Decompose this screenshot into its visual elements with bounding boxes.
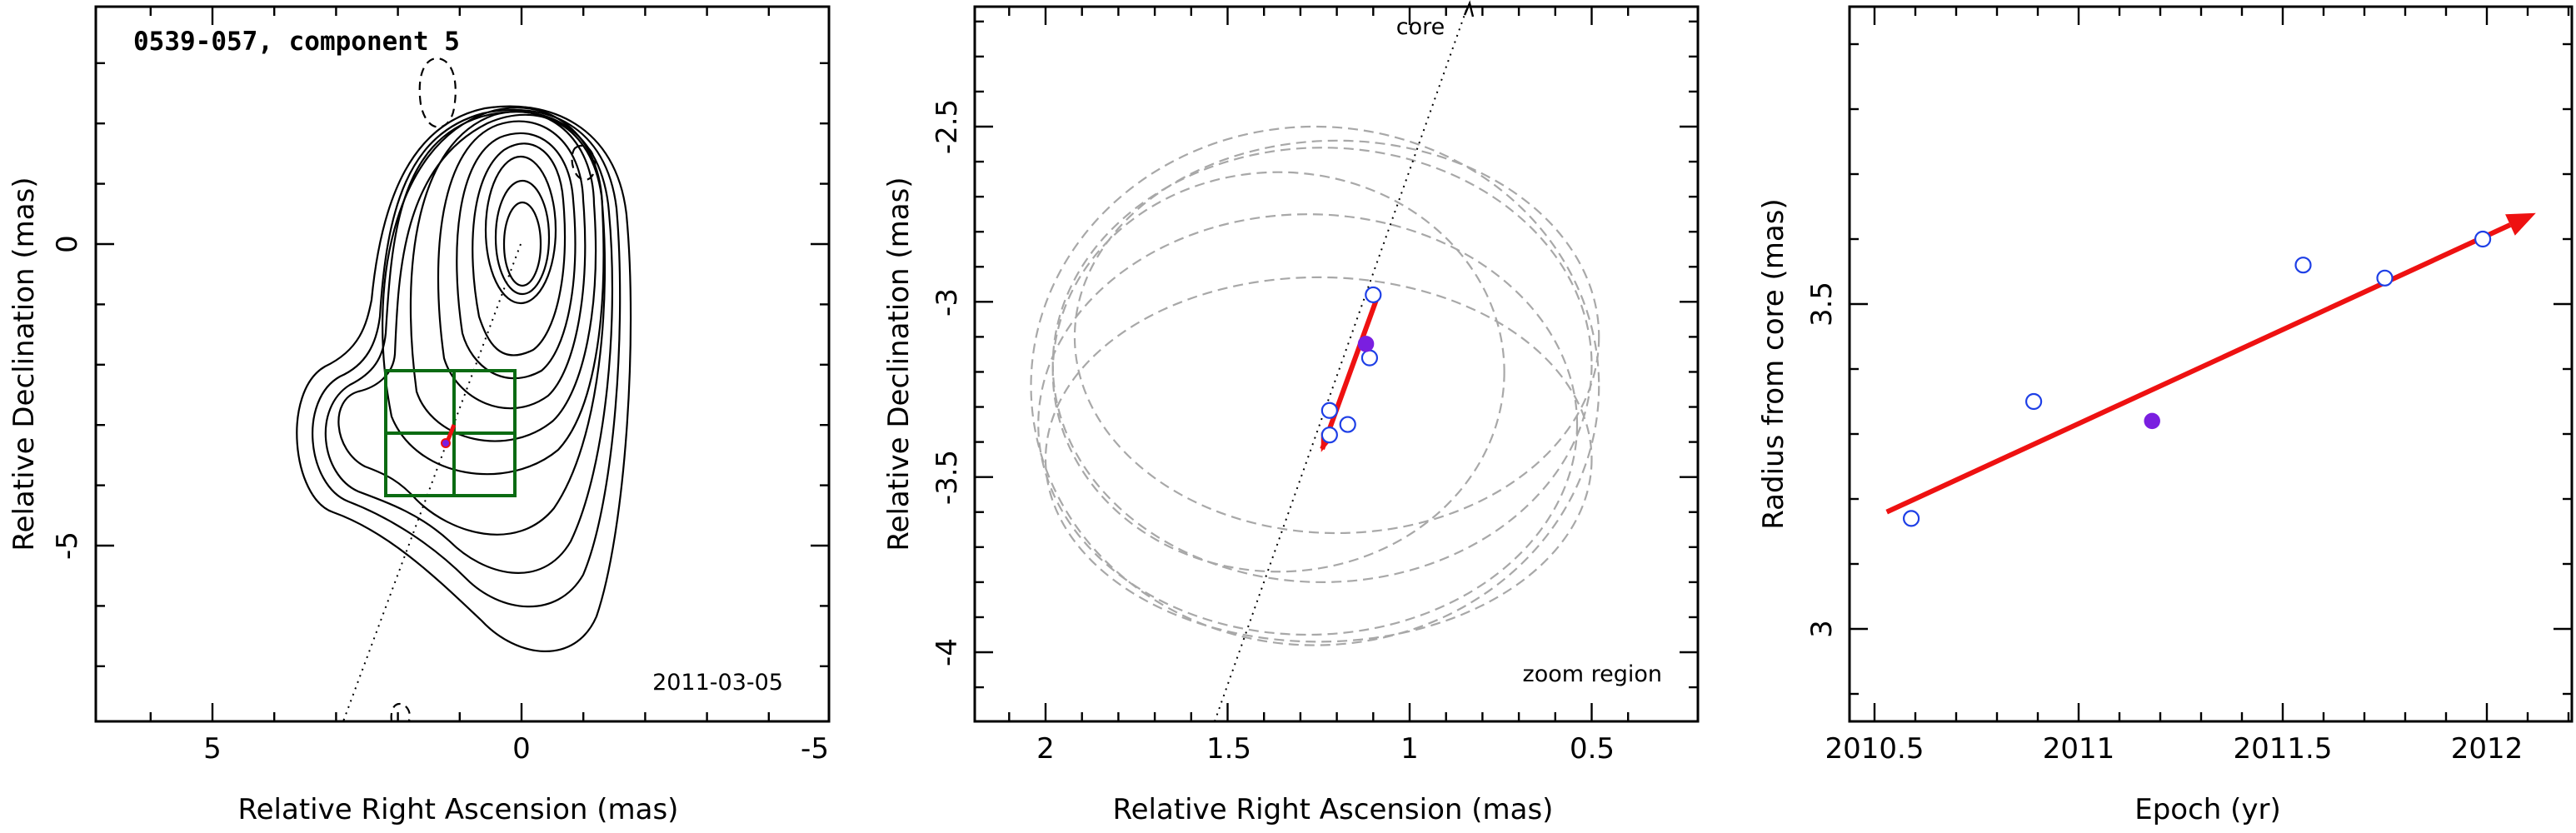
right-xtick-label: 2011.5 bbox=[2234, 732, 2333, 766]
open-data-point bbox=[2376, 269, 2394, 287]
middle-x-axis-label: Relative Right Ascension (mas) bbox=[1113, 793, 1554, 826]
core-direction-arrowhead bbox=[1463, 0, 1475, 17]
left-y-axis-label: Relative Declination (mas) bbox=[7, 177, 41, 551]
middle-xtick-label: 1.5 bbox=[1206, 732, 1251, 766]
middle-ticks bbox=[975, 7, 1698, 721]
left-panel: 0539-057, component 5 2011-03-05 5 0 -5 … bbox=[7, 5, 831, 826]
beam-circles bbox=[1030, 125, 1600, 646]
left-xtick-label: -5 bbox=[801, 732, 829, 766]
left-xtick-label: 0 bbox=[512, 732, 531, 766]
open-data-point bbox=[2025, 392, 2043, 411]
left-epoch-label: 2011-03-05 bbox=[652, 670, 783, 696]
contour-level bbox=[296, 105, 632, 652]
fit-arrow-head bbox=[2505, 212, 2536, 236]
right-ytick-label: 3 bbox=[1805, 620, 1839, 638]
right-y-axis-label: Radius from core (mas) bbox=[1757, 198, 1790, 529]
left-ytick-label: -5 bbox=[51, 531, 84, 560]
beam-circle bbox=[1073, 139, 1600, 535]
left-ridge-line bbox=[342, 243, 522, 722]
beam-circle bbox=[1044, 276, 1593, 643]
contour-level bbox=[502, 201, 542, 287]
component-position-marker bbox=[441, 438, 451, 448]
open-data-point bbox=[2474, 230, 2492, 248]
left-ytick-label: 0 bbox=[51, 235, 84, 253]
core-label: core bbox=[1396, 14, 1445, 40]
open-data-point bbox=[1339, 416, 1356, 433]
fit-arrow-shaft bbox=[1885, 222, 2512, 515]
right-ticks bbox=[1850, 7, 2572, 721]
right-xtick-label: 2010.5 bbox=[1825, 732, 1925, 766]
open-data-point bbox=[1903, 510, 1920, 527]
component-marker bbox=[441, 424, 457, 448]
left-x-axis-label: Relative Right Ascension (mas) bbox=[238, 793, 679, 826]
middle-points bbox=[1320, 286, 1382, 444]
middle-plot-frame bbox=[973, 5, 1700, 723]
middle-xtick-label: 1 bbox=[1400, 732, 1419, 766]
middle-xtick-label: 0.5 bbox=[1570, 732, 1615, 766]
right-ytick-label: 3.5 bbox=[1805, 282, 1839, 327]
fit-arrow-shaft bbox=[1320, 297, 1380, 451]
contour-level bbox=[324, 111, 614, 574]
right-points bbox=[1903, 230, 2492, 527]
right-plot-frame bbox=[1848, 5, 2574, 723]
right-panel: 2010.5 2011 2011.5 2012 3.5 3 Epoch (yr)… bbox=[1757, 5, 2574, 826]
middle-ytick-label: -4 bbox=[931, 638, 964, 666]
contour-level bbox=[312, 108, 622, 608]
middle-xtick-label: 2 bbox=[1036, 732, 1055, 766]
open-data-point bbox=[1320, 402, 1338, 419]
beam-circle bbox=[1051, 147, 1593, 583]
negative-contour bbox=[418, 57, 457, 128]
beam-circle bbox=[1051, 171, 1505, 573]
beam-circle bbox=[1030, 125, 1600, 646]
contour-level bbox=[437, 120, 587, 410]
beam-circle bbox=[1037, 213, 1579, 636]
middle-ytick-label: -3 bbox=[931, 288, 964, 317]
middle-y-axis-label: Relative Declination (mas) bbox=[882, 177, 916, 551]
middle-ytick-label: -3.5 bbox=[931, 450, 964, 505]
open-data-point bbox=[1360, 349, 1379, 367]
contour-level bbox=[456, 132, 577, 380]
contour-map bbox=[296, 57, 632, 722]
negative-contour bbox=[571, 144, 597, 182]
left-ticks bbox=[96, 7, 829, 721]
contour-level bbox=[337, 113, 607, 536]
contour-level bbox=[494, 179, 551, 296]
right-x-axis-label: Epoch (yr) bbox=[2134, 793, 2281, 826]
middle-panel: 2 1.5 1 0.5 -2.5 -3 -3.5 -4 Relative Rig… bbox=[882, 0, 1700, 826]
filled-data-point bbox=[2144, 412, 2160, 430]
negative-contour bbox=[390, 702, 412, 722]
zoom-region-label: zoom region bbox=[1523, 661, 1662, 687]
open-data-point bbox=[1320, 426, 1338, 444]
filled-data-point bbox=[1357, 336, 1375, 352]
right-xtick-label: 2012 bbox=[2451, 732, 2524, 766]
left-xtick-label: 5 bbox=[203, 732, 222, 766]
open-data-point bbox=[1365, 286, 1382, 304]
contour-level bbox=[484, 155, 557, 305]
middle-ridge-line bbox=[1214, 9, 1467, 722]
left-plot-frame bbox=[94, 5, 831, 723]
right-xtick-label: 2011 bbox=[2043, 732, 2115, 766]
contour-level bbox=[472, 142, 567, 357]
right-fit-arrow bbox=[1885, 212, 2536, 515]
middle-ytick-label: -2.5 bbox=[931, 99, 964, 154]
left-panel-title: 0539-057, component 5 bbox=[133, 27, 460, 57]
open-data-point bbox=[2294, 257, 2312, 274]
